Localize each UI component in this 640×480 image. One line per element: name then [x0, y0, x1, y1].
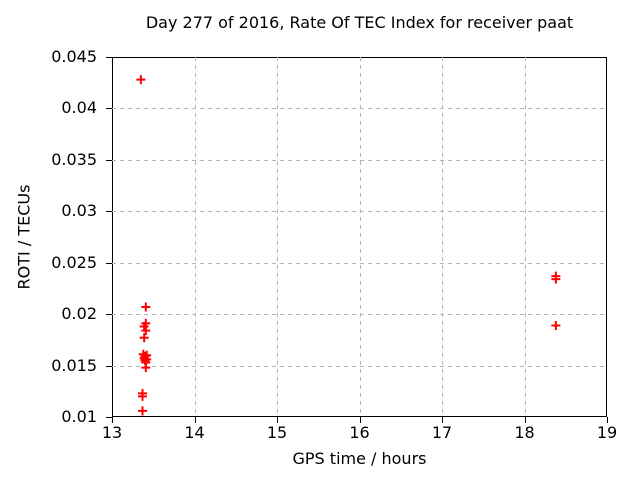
y-axis-title: ROTI / TECUs	[14, 184, 34, 290]
x-axis-title: GPS time / hours	[292, 449, 427, 468]
y-tick-label: 0.045	[51, 47, 97, 66]
x-axis-tick	[277, 417, 278, 423]
x-tick-label: 15	[266, 423, 288, 442]
y-axis-tick	[106, 108, 112, 110]
data-point-marker	[138, 391, 148, 401]
data-point-marker	[136, 75, 146, 85]
grid-line-x	[442, 57, 443, 417]
data-point-marker	[141, 302, 151, 312]
data-point-marker	[141, 363, 151, 373]
data-point-marker	[139, 333, 149, 343]
y-axis-tick	[106, 262, 112, 264]
x-axis-tick	[442, 417, 443, 423]
y-tick-label: 0.02	[61, 304, 97, 324]
y-tick-label: 0.03	[61, 201, 97, 221]
y-tick-label: 0.04	[61, 98, 97, 118]
x-axis-tick	[112, 417, 113, 423]
data-point-marker	[551, 274, 561, 284]
x-tick-label: 16	[349, 423, 370, 442]
grid-line-x	[359, 57, 361, 417]
data-point-marker	[141, 326, 151, 336]
chart-title: Day 277 of 2016, Rate Of TEC Index for r…	[145, 13, 574, 32]
plot-area	[106, 57, 608, 423]
y-tick-label: 0.035	[51, 149, 97, 169]
data-point-marker	[139, 321, 149, 331]
y-tick-label: 0.015	[51, 355, 97, 375]
x-tick-label: 19	[596, 423, 618, 442]
x-tick-label: 13	[101, 423, 123, 442]
y-tick-label: 0.025	[51, 252, 97, 272]
y-axis-tick	[106, 159, 112, 161]
grid-line-x	[194, 57, 196, 417]
y-axis-tick	[106, 57, 112, 58]
data-point-marker	[551, 320, 561, 330]
y-tick-label: 0.01	[61, 407, 97, 426]
x-tick-label: 14	[184, 423, 205, 442]
grid-line-x	[277, 57, 278, 417]
x-tick-label: 18	[514, 423, 535, 442]
data-points-layer	[136, 75, 561, 416]
y-axis-tick	[106, 211, 112, 213]
x-tick-label: 17	[431, 423, 453, 442]
y-axis-tick	[106, 417, 112, 418]
x-axis-tick	[359, 417, 361, 423]
y-axis-tick	[106, 365, 112, 367]
x-axis-tick	[524, 417, 526, 423]
grid-line-x	[524, 57, 526, 417]
y-axis-tick	[106, 314, 112, 316]
data-point-marker	[138, 406, 148, 416]
x-axis-tick	[607, 417, 608, 423]
x-axis-tick	[194, 417, 196, 423]
